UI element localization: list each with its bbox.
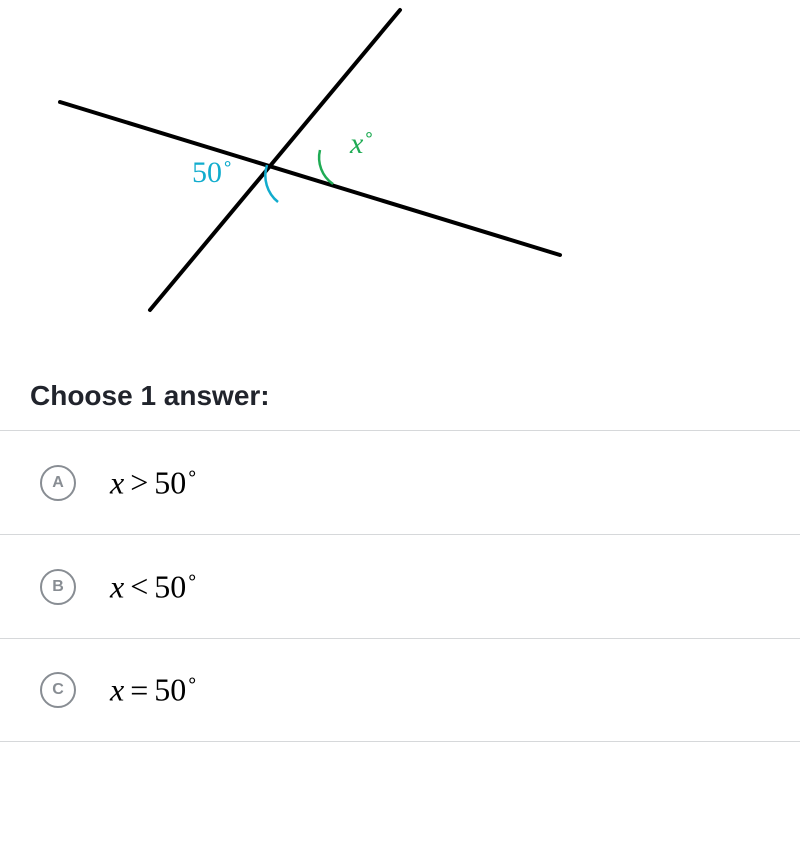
choice-letter-a: A xyxy=(40,465,76,501)
choice-letter-b: B xyxy=(40,569,76,605)
degree-symbol: ∘ xyxy=(186,568,198,589)
angle-label-50: 50∘ xyxy=(192,155,233,190)
arc-x xyxy=(319,150,333,184)
angle-label-x: x∘ xyxy=(350,126,375,161)
angle-x-var: x xyxy=(350,127,363,160)
diagram-area: 50∘ x∘ xyxy=(0,0,800,380)
degree-symbol: ∘ xyxy=(186,671,198,692)
choice-b-op: < xyxy=(124,568,154,604)
degree-symbol: ∘ xyxy=(222,153,233,173)
choice-b[interactable]: B x<50∘ xyxy=(0,534,800,638)
choice-b-var: x xyxy=(110,568,124,604)
degree-symbol: ∘ xyxy=(186,464,198,485)
line-1 xyxy=(60,102,560,255)
choice-c-op: = xyxy=(124,672,154,708)
choice-math-c: x=50∘ xyxy=(110,671,198,709)
choice-c[interactable]: C x=50∘ xyxy=(0,638,800,742)
choice-a[interactable]: A x>50∘ xyxy=(0,430,800,534)
choice-a-op: > xyxy=(124,464,154,500)
choice-math-a: x>50∘ xyxy=(110,464,198,502)
choice-math-b: x<50∘ xyxy=(110,568,198,606)
prompt-text: Choose 1 answer: xyxy=(0,380,800,430)
choice-a-var: x xyxy=(110,464,124,500)
intersecting-lines-diagram xyxy=(0,0,800,380)
choice-c-val: 50 xyxy=(154,672,186,708)
angle-50-value: 50 xyxy=(192,156,222,189)
choice-b-val: 50 xyxy=(154,568,186,604)
answer-choices: A x>50∘ B x<50∘ C x=50∘ xyxy=(0,430,800,742)
degree-symbol: ∘ xyxy=(363,124,374,144)
choice-a-val: 50 xyxy=(154,464,186,500)
choice-c-var: x xyxy=(110,672,124,708)
choice-letter-c: C xyxy=(40,672,76,708)
